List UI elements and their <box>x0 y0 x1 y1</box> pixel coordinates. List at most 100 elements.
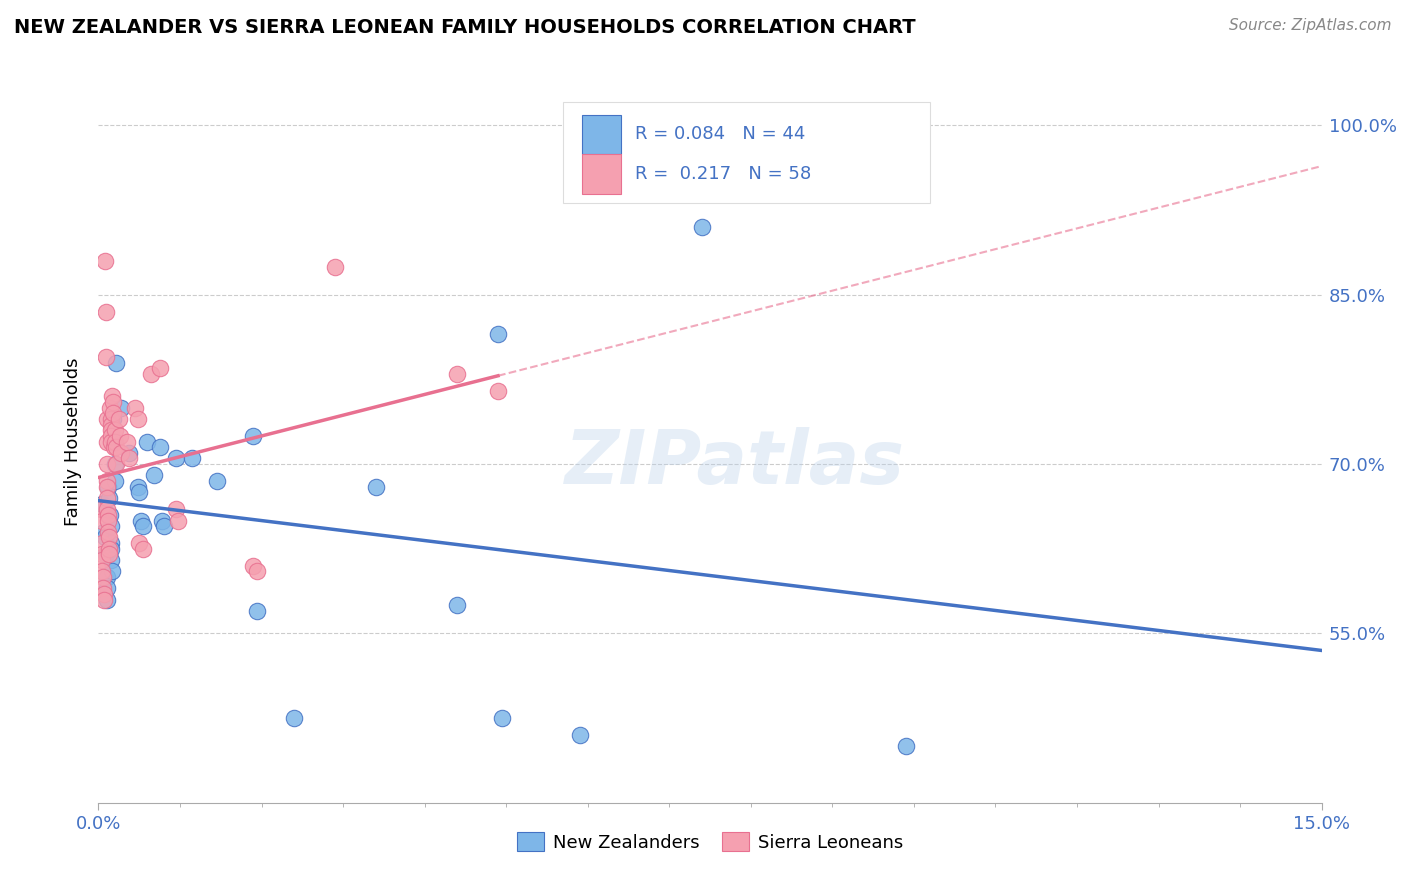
Point <box>93 524 115 539</box>
Point <box>167 514 190 528</box>
Point <box>96 434 118 449</box>
Point <box>165 451 187 466</box>
Point <box>149 440 172 454</box>
Point <box>100 417 122 432</box>
Point <box>100 412 122 426</box>
Point <box>96 592 118 607</box>
Text: Source: ZipAtlas.com: Source: ZipAtlas.com <box>1229 18 1392 33</box>
Point <box>94 548 117 562</box>
Point <box>246 565 269 579</box>
Point <box>323 260 346 274</box>
Point <box>142 468 165 483</box>
Point <box>96 412 118 426</box>
Point <box>132 541 155 556</box>
Point <box>124 401 146 415</box>
Point <box>101 406 124 420</box>
Point <box>91 553 114 567</box>
Point <box>152 519 174 533</box>
Point <box>283 711 305 725</box>
Point <box>104 440 127 454</box>
Point <box>98 531 121 545</box>
Point <box>100 553 122 567</box>
Point <box>108 412 131 426</box>
Point <box>491 711 513 725</box>
Point <box>242 558 264 573</box>
Point <box>486 327 509 342</box>
Point <box>132 519 155 533</box>
Point <box>446 367 468 381</box>
Point <box>94 350 117 364</box>
Point <box>104 423 127 437</box>
Point <box>93 587 115 601</box>
Point <box>96 502 118 516</box>
Point <box>108 429 131 443</box>
Point <box>96 480 118 494</box>
Bar <box>582 114 620 154</box>
Point <box>127 480 149 494</box>
Text: ZIPatlas: ZIPatlas <box>564 426 904 500</box>
Point <box>97 524 120 539</box>
Point <box>91 582 114 596</box>
Point <box>103 440 125 454</box>
Point <box>141 367 163 381</box>
Point <box>98 491 121 505</box>
Point <box>110 401 132 415</box>
Point <box>568 728 591 742</box>
Point <box>127 412 149 426</box>
Point <box>105 355 128 369</box>
Point <box>90 536 112 550</box>
Point <box>100 519 122 533</box>
Point <box>103 434 125 449</box>
Point <box>100 429 122 443</box>
Point <box>128 485 150 500</box>
Point <box>118 446 141 460</box>
Point <box>91 548 114 562</box>
Point <box>690 220 713 235</box>
Point <box>94 531 117 545</box>
Point <box>101 412 124 426</box>
Point <box>98 401 121 415</box>
Point <box>136 434 159 449</box>
Point <box>96 457 118 471</box>
Point <box>94 253 117 268</box>
Point <box>110 446 132 460</box>
Point <box>97 508 120 522</box>
Point <box>104 434 127 449</box>
Point <box>115 434 138 449</box>
Point <box>96 474 118 488</box>
Point <box>101 389 124 403</box>
Point <box>486 384 509 398</box>
Point <box>97 514 120 528</box>
Point <box>90 502 112 516</box>
Point <box>98 541 121 556</box>
Point <box>91 497 114 511</box>
Point <box>150 514 173 528</box>
Point <box>101 395 124 409</box>
Point <box>364 480 387 494</box>
Bar <box>564 102 931 203</box>
Point <box>181 451 204 466</box>
Point <box>97 480 120 494</box>
Point <box>91 565 114 579</box>
Text: R = 0.084   N = 44: R = 0.084 N = 44 <box>636 126 806 144</box>
Point <box>104 457 127 471</box>
Point <box>100 541 122 556</box>
Point <box>100 434 122 449</box>
Point <box>104 474 127 488</box>
Point <box>91 570 114 584</box>
Point <box>446 599 468 613</box>
Point <box>246 604 269 618</box>
Point <box>205 474 228 488</box>
Point <box>96 570 118 584</box>
Text: R =  0.217   N = 58: R = 0.217 N = 58 <box>636 165 811 183</box>
Point <box>105 457 128 471</box>
Point <box>90 514 112 528</box>
Text: NEW ZEALANDER VS SIERRA LEONEAN FAMILY HOUSEHOLDS CORRELATION CHART: NEW ZEALANDER VS SIERRA LEONEAN FAMILY H… <box>14 18 915 37</box>
Point <box>96 582 118 596</box>
Point <box>894 739 917 754</box>
Point <box>118 451 141 466</box>
Point <box>129 514 152 528</box>
Point <box>149 361 172 376</box>
Point <box>98 508 121 522</box>
Point <box>100 423 122 437</box>
